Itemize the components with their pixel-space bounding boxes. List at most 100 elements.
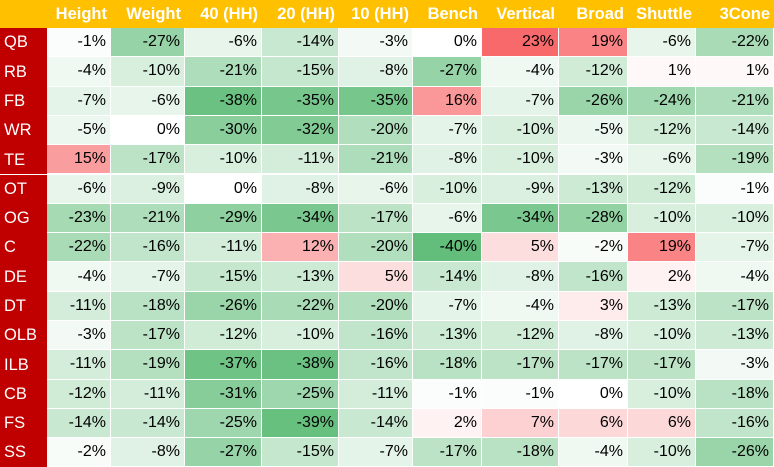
value-cell: -20%	[339, 291, 413, 321]
value-cell: -14%	[339, 408, 413, 439]
value-cell: -8%	[262, 174, 339, 204]
row-header: OT	[0, 174, 47, 204]
value-cell: -10%	[185, 145, 262, 175]
value-cell: -13%	[413, 321, 482, 351]
value-cell: -11%	[185, 233, 262, 263]
column-header: Shuttle	[628, 0, 696, 28]
value-cell: -21%	[111, 203, 185, 234]
value-cell: -7%	[339, 438, 413, 467]
value-cell: 5%	[482, 233, 559, 263]
column-header: Vertical	[482, 0, 559, 28]
value-cell: -4%	[559, 438, 628, 467]
value-cell: -3%	[339, 28, 413, 58]
value-cell: -27%	[185, 438, 262, 467]
value-cell: -20%	[339, 233, 413, 263]
value-cell: -10%	[628, 379, 696, 409]
value-cell: 19%	[628, 233, 696, 263]
row-header: ILB	[0, 350, 47, 380]
value-cell: -21%	[696, 86, 774, 116]
row-header: DT	[0, 291, 47, 321]
value-cell: -6%	[339, 174, 413, 204]
value-cell: -7%	[413, 291, 482, 321]
value-cell: -27%	[413, 57, 482, 87]
value-cell: -24%	[628, 86, 696, 116]
value-cell: -10%	[696, 203, 774, 234]
value-cell: -4%	[47, 262, 111, 292]
value-cell: -7%	[482, 86, 559, 116]
value-cell: -9%	[482, 174, 559, 204]
value-cell: -8%	[559, 321, 628, 351]
value-cell: -2%	[559, 233, 628, 263]
value-cell: -3%	[47, 321, 111, 351]
value-cell: -10%	[628, 203, 696, 234]
value-cell: -34%	[482, 203, 559, 234]
value-cell: -12%	[628, 115, 696, 146]
value-cell: -10%	[482, 115, 559, 146]
column-header: Broad	[559, 0, 628, 28]
row-header: FS	[0, 408, 47, 439]
value-cell: -32%	[262, 115, 339, 146]
row-header: C	[0, 233, 47, 263]
value-cell: -16%	[339, 321, 413, 351]
value-cell: -38%	[185, 86, 262, 116]
value-cell: -15%	[185, 262, 262, 292]
value-cell: -4%	[47, 57, 111, 87]
value-cell: 7%	[482, 408, 559, 439]
column-header: 20 (HH)	[262, 0, 339, 28]
value-cell: 15%	[47, 145, 111, 175]
value-cell: -2%	[47, 438, 111, 467]
value-cell: -6%	[413, 203, 482, 234]
row-header: DE	[0, 262, 47, 292]
column-header: Bench	[413, 0, 482, 28]
value-cell: -16%	[111, 233, 185, 263]
value-cell: 0%	[111, 115, 185, 146]
value-cell: 5%	[339, 262, 413, 292]
value-cell: -8%	[413, 145, 482, 175]
row-header: FB	[0, 86, 47, 116]
row-header: QB	[0, 28, 47, 58]
value-cell: -17%	[482, 350, 559, 380]
value-cell: 6%	[559, 408, 628, 439]
value-cell: -14%	[262, 28, 339, 58]
value-cell: -5%	[47, 115, 111, 146]
value-cell: -26%	[559, 86, 628, 116]
value-cell: -1%	[482, 379, 559, 409]
value-cell: -17%	[111, 321, 185, 351]
value-cell: -10%	[628, 321, 696, 351]
value-cell: -12%	[185, 321, 262, 351]
value-cell: -23%	[47, 203, 111, 234]
value-cell: -22%	[696, 28, 774, 58]
value-cell: -17%	[111, 145, 185, 175]
value-cell: -30%	[185, 115, 262, 146]
value-cell: -20%	[339, 115, 413, 146]
value-cell: -38%	[262, 350, 339, 380]
value-cell: -9%	[111, 174, 185, 204]
value-cell: 23%	[482, 28, 559, 58]
value-cell: -7%	[47, 86, 111, 116]
value-cell: 0%	[559, 379, 628, 409]
value-cell: -18%	[696, 379, 774, 409]
value-cell: -15%	[262, 438, 339, 467]
value-cell: -11%	[262, 145, 339, 175]
value-cell: -11%	[47, 291, 111, 321]
value-cell: -27%	[111, 28, 185, 58]
value-cell: -13%	[559, 174, 628, 204]
header-corner	[0, 0, 47, 28]
row-header: TE	[0, 145, 47, 175]
value-cell: -11%	[47, 350, 111, 380]
value-cell: -13%	[628, 291, 696, 321]
value-cell: 12%	[262, 233, 339, 263]
column-header: Height	[47, 0, 111, 28]
value-cell: -15%	[262, 57, 339, 87]
value-cell: -1%	[413, 379, 482, 409]
value-cell: -31%	[185, 379, 262, 409]
value-cell: -17%	[628, 350, 696, 380]
value-cell: -17%	[696, 291, 774, 321]
value-cell: -4%	[482, 57, 559, 87]
value-cell: -19%	[111, 350, 185, 380]
value-cell: -17%	[413, 438, 482, 467]
column-header: 40 (HH)	[185, 0, 262, 28]
value-cell: -4%	[482, 291, 559, 321]
column-header: Weight	[111, 0, 185, 28]
